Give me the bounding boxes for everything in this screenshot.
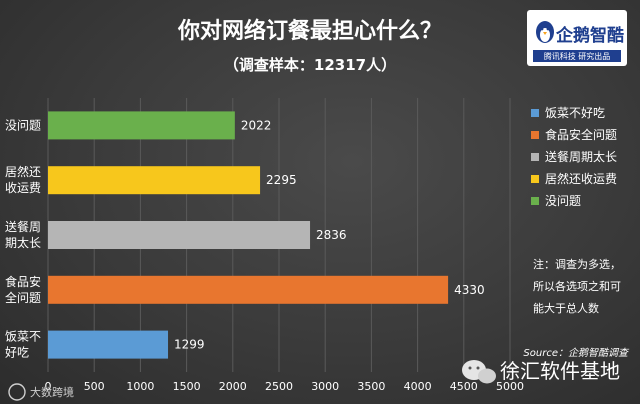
category-label: 收运费	[5, 181, 41, 195]
logo: 企鹅智酷 腾讯科技 研究出品	[527, 10, 627, 66]
category-label: 全问题	[5, 290, 41, 305]
bar	[48, 111, 235, 140]
x-tick-label: 3000	[311, 380, 339, 393]
chart-subtitle: （调查样本：12317人）	[224, 56, 396, 74]
note: 注：调查为多选， 所以各选项之和可 能大于总人数	[533, 257, 621, 315]
wechat-watermark-text: 徐汇软件基地	[500, 359, 620, 383]
value-label: 2836	[316, 228, 347, 242]
bar	[48, 166, 261, 195]
x-tick-label: 3500	[357, 380, 385, 393]
source-label: Source：企鹅智酷调查	[523, 347, 630, 359]
note-line-3: 能大于总人数	[533, 301, 599, 315]
value-label: 4330	[454, 283, 485, 297]
bar	[48, 330, 169, 359]
category-label: 饭菜不	[5, 330, 41, 344]
x-tick-label: 500	[84, 380, 105, 393]
legend-label: 居然还收运费	[545, 171, 617, 186]
x-tick-label: 1000	[126, 380, 154, 393]
corner-watermark-text: 大数跨境	[30, 385, 74, 399]
x-tick-label: 2500	[265, 380, 293, 393]
legend-swatch	[531, 197, 539, 205]
value-label: 1299	[174, 338, 205, 352]
x-axis-ticks: 0 500 1000 1500 2000 2500 3000 3500 4000 4500 5000	[45, 380, 525, 393]
wechat-watermark: 徐汇软件基地	[462, 359, 620, 384]
x-tick-label: 5000	[496, 380, 524, 393]
corner-watermark: 大数跨境	[8, 383, 74, 401]
legend-label: 没问题	[545, 193, 581, 208]
category-label: 居然还	[5, 164, 41, 179]
note-line-2: 所以各选项之和可	[533, 279, 621, 293]
legend-label: 送餐周期太长	[545, 149, 617, 164]
chart-title: 你对网络订餐最担心什么？	[177, 18, 442, 44]
value-label: 2022	[241, 118, 272, 132]
legend-label: 饭菜不好吃	[545, 106, 605, 120]
penguin-icon	[536, 21, 554, 43]
value-label: 2295	[266, 173, 297, 187]
category-label: 好吃	[5, 346, 29, 360]
note-line-1: 注：调查为多选，	[533, 257, 621, 271]
x-tick-label: 2000	[219, 380, 247, 393]
category-label: 食品安	[5, 274, 41, 289]
logo-banner	[533, 50, 621, 62]
x-tick-label: 4500	[450, 380, 478, 393]
legend-label: 食品安全问题	[545, 127, 617, 142]
bar	[48, 275, 449, 304]
bar	[48, 221, 311, 249]
legend-swatch	[531, 131, 539, 139]
corner-logo-icon	[8, 383, 26, 401]
legend-swatch	[531, 153, 539, 161]
x-tick-label: 1500	[173, 380, 201, 393]
category-label: 期太长	[5, 235, 41, 250]
legend-swatch	[531, 175, 539, 183]
logo-name: 企鹅智酷	[555, 25, 624, 46]
x-tick-label: 0	[45, 380, 52, 393]
logo-tagline: 腾讯科技 研究出品	[544, 51, 611, 61]
x-tick-label: 4000	[404, 380, 432, 393]
category-label: 送餐周	[5, 219, 41, 234]
wechat-icon	[462, 360, 496, 384]
value-labels: 2022 2295 2836 4330 1299	[174, 118, 485, 351]
bar-series	[48, 111, 449, 359]
legend-swatch	[531, 109, 539, 117]
category-label: 没问题	[5, 117, 41, 132]
